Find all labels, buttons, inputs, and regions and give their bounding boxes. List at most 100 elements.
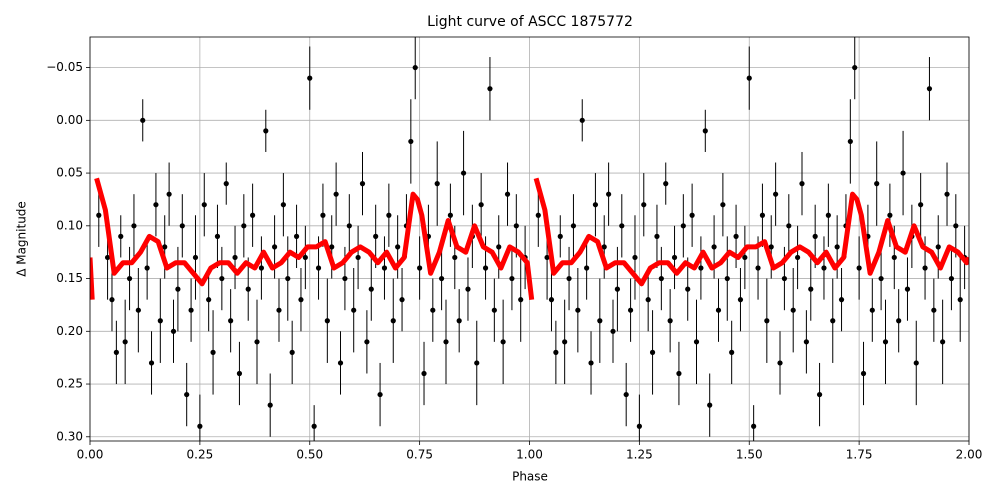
data-point [276,307,282,313]
data-point [368,286,374,292]
data-point [773,191,779,197]
data-point [421,370,427,377]
data-point [324,318,330,324]
data-point [346,223,352,229]
data-point [245,286,251,292]
data-point [606,191,612,197]
data-point [601,244,607,250]
data-point [439,275,445,282]
x-tick-label: 1.75 [846,448,873,462]
data-point [777,360,783,366]
data-point [456,318,462,324]
data-point [874,181,880,187]
data-point [557,233,563,239]
data-point [680,223,686,229]
data-point [584,265,590,271]
data-point [711,244,717,250]
data-point [825,212,831,218]
x-tick-label: 1.50 [736,448,763,462]
data-point [860,370,867,377]
data-point [803,339,809,345]
data-point [412,64,418,71]
data-point [509,275,515,282]
data-point [570,223,577,229]
data-point [632,254,638,261]
data-point [223,181,229,187]
data-point [342,275,348,282]
x-tick-label: 0.75 [406,448,433,462]
data-point [759,212,766,218]
data-point [478,202,484,208]
data-point [148,360,155,366]
data-point [838,297,845,303]
data-point [768,244,774,250]
data-point [140,117,146,123]
data-point [913,360,919,366]
data-point [118,233,124,239]
data-point [566,275,572,282]
data-point [320,212,326,218]
data-point [847,138,853,145]
data-point [491,307,497,313]
data-point [285,275,291,282]
data-point [351,307,357,313]
data-point [263,128,269,134]
data-point [144,265,150,271]
data-point [856,265,862,271]
plot-area [90,37,969,441]
data-point [869,307,875,313]
data-point [707,402,713,408]
data-point [395,244,401,250]
data-point [96,212,102,218]
data-point [122,339,128,345]
data-point [896,318,902,324]
data-point [641,202,647,208]
y-tick-label: 0.15 [56,271,83,285]
data-point [957,297,963,303]
data-point [267,402,273,408]
data-point [931,307,937,313]
data-point [518,297,524,303]
data-point [390,318,396,324]
data-point [482,265,489,271]
data-point [751,423,757,429]
data-point [676,370,682,377]
data-point [649,349,656,355]
data-point [452,254,458,261]
data-point [241,223,247,229]
data-point [742,254,748,261]
data-point [935,244,941,250]
y-axis-label: Δ Magnitude [15,201,29,277]
data-point [250,212,256,218]
data-point [179,223,185,229]
data-point [592,202,599,208]
data-point [790,307,796,313]
data-point [271,244,278,250]
data-point [496,244,502,250]
data-point [623,391,629,398]
data-point [359,181,366,187]
data-point [636,423,642,429]
data-point [135,307,141,313]
data-point [399,297,405,303]
data-point [175,286,181,292]
plot-frame [89,36,970,442]
x-tick-label: 2.00 [956,448,983,462]
data-point [781,275,788,282]
x-tick-label: 0.25 [187,448,214,462]
y-tick-label: −0.05 [46,60,83,74]
data-point [887,212,893,218]
data-point [548,297,555,303]
data-point [298,297,304,303]
data-point [170,328,177,334]
data-point [113,349,119,355]
data-point [504,191,511,197]
data-point [192,254,199,261]
data-point [197,423,203,429]
data-point [381,265,388,271]
data-point [834,244,840,250]
y-tick-label: 0.00 [56,113,83,127]
data-point [654,233,660,239]
data-point [210,349,216,355]
